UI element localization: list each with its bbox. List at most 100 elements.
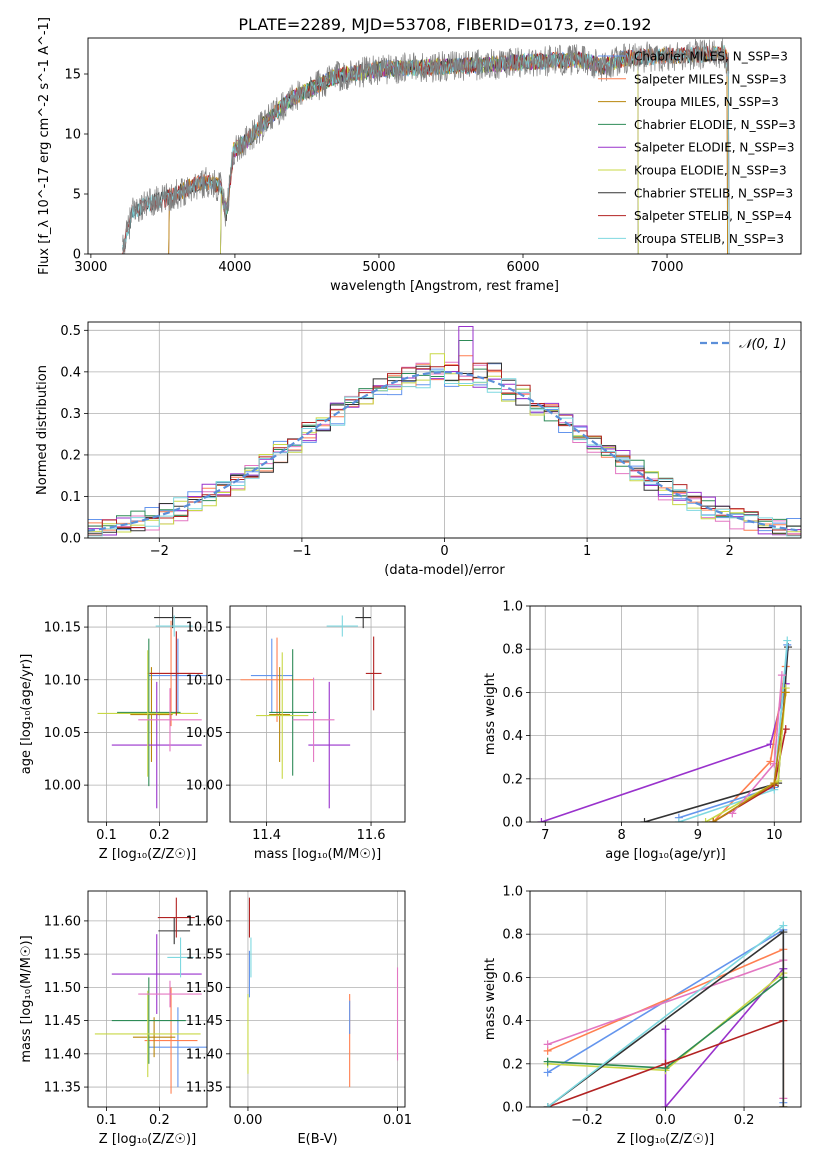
mass-weight-marker: [779, 921, 788, 930]
x-tick-label: 8: [617, 828, 625, 843]
y-tick-label: 0: [73, 248, 81, 263]
y-axis-label: mass [log₁₀(M/M☉)]: [19, 935, 34, 1062]
y-axis-label: mass weight: [483, 958, 498, 1040]
y-tick-label: 11.35: [44, 1081, 81, 1096]
error-bar-point: [148, 638, 207, 713]
y-tick-label: 11.60: [44, 914, 81, 929]
y-axis-label: Flux [f_λ 10^-17 erg cm^-2 s^-1 A^-1]: [37, 17, 52, 275]
legend-label: Kroupa ELODIE, N_SSP=3: [634, 164, 787, 178]
x-tick-label: 5000: [362, 260, 395, 275]
x-tick-label: 0: [440, 544, 448, 559]
y-tick-label: 11.50: [44, 981, 81, 996]
error-bar-point: [308, 681, 351, 809]
x-tick-label: 0.01: [383, 1113, 412, 1128]
error-bar-point: [157, 897, 195, 938]
mass-weight-marker: [543, 1057, 552, 1066]
error-bar-point: [130, 667, 173, 762]
x-tick-label: −2: [150, 544, 169, 559]
x-tick-label: 11.6: [357, 828, 386, 843]
legend: Chabrier MILES, N_SSP=3 Salpeter MILES, N…: [598, 50, 796, 246]
panel-mass-vs-ebv: 0.00 0.01 11.35 11.40 11.45 11.50 11.55 11.60 E(…: [186, 890, 412, 1147]
panel-spectrum: 3000 4000 5000 6000 7000 0 5 10 15 wavelength [An…: [37, 17, 802, 294]
mass-weight-marker: [674, 818, 683, 822]
plot-area-mass-vs-metallicity: [94, 897, 207, 1094]
y-tick-label: 0.8: [502, 643, 523, 658]
y-tick-label: 10.15: [44, 621, 81, 636]
model-spectrum-line: [220, 49, 639, 254]
y-tick-label: 0.2: [60, 448, 81, 463]
x-tick-label: 0.1: [96, 828, 117, 843]
error-bar-point: [149, 631, 203, 716]
mass-weight-marker: [661, 1103, 670, 1107]
x-tick-label: 7: [541, 828, 549, 843]
x-axis-label: mass [log₁₀(M/M☉)]: [254, 847, 381, 862]
legend-label: Chabrier STELIB, N_SSP=3: [634, 186, 793, 200]
error-bar-point: [240, 637, 314, 722]
gaussian-curve: [88, 371, 801, 532]
y-tick-label: 1.0: [502, 885, 523, 900]
error-bar-point: [132, 1017, 176, 1058]
mass-weight-line: [547, 924, 784, 1107]
y-tick-label: 10.00: [186, 779, 223, 794]
error-bar-point: [138, 688, 202, 752]
mass-weight-marker: [701, 818, 710, 822]
y-tick-label: 15: [64, 68, 81, 83]
legend-label: Chabrier MILES, N_SSP=3: [634, 50, 788, 64]
mass-weight-marker: [661, 1025, 670, 1034]
error-bar-point: [292, 677, 335, 762]
legend-label: Chabrier ELODIE, N_SSP=3: [634, 118, 796, 132]
legend-label: Salpeter MILES, N_SSP=3: [634, 72, 787, 86]
y-tick-label: 0.0: [502, 1101, 523, 1116]
error-bar-point: [167, 937, 194, 978]
y-tick-label: 10.10: [44, 673, 81, 688]
y-tick-label: 0.5: [60, 324, 81, 339]
y-tick-label: 10.05: [44, 726, 81, 741]
y-tick-label: 0.6: [502, 686, 523, 701]
x-axis-label: Z [log₁₀(Z/Z☉)]: [617, 1132, 714, 1147]
y-tick-label: 11.55: [186, 948, 223, 963]
legend-label: Kroupa STELIB, N_SSP=3: [634, 232, 784, 246]
y-tick-label: 11.40: [186, 1047, 223, 1062]
plot-area-mass-vs-ebv: [247, 897, 399, 1088]
x-axis-label: E(B-V): [297, 1132, 337, 1147]
x-axis-label: wavelength [Angstrom, rest frame]: [330, 279, 559, 294]
x-tick-label: 0.0: [655, 1113, 676, 1128]
plot-area-residuals: [88, 326, 801, 537]
y-axis-label: age [log₁₀(age/yr)]: [19, 654, 34, 775]
mass-weight-marker: [770, 779, 779, 788]
y-axis-label: Normed distribution: [35, 365, 50, 495]
plot-area-age-vs-metallicity: [97, 607, 207, 809]
x-axis-label: Z [log₁₀(Z/Z☉)]: [99, 1132, 196, 1147]
x-tick-label: 10: [766, 828, 783, 843]
y-axis-label: mass weight: [483, 673, 498, 755]
axes-frame: [529, 890, 802, 1108]
axes-frame: [87, 890, 208, 1108]
error-bar-point: [269, 667, 291, 762]
y-tick-label: 11.40: [44, 1047, 81, 1062]
legend-label: Salpeter ELODIE, N_SSP=3: [634, 141, 795, 155]
error-bar-point: [111, 977, 186, 1064]
model-spectrum-line: [220, 50, 639, 254]
y-tick-label: 10.05: [186, 726, 223, 741]
legend: 𝒩(0, 1): [700, 337, 786, 352]
x-tick-label: −1: [292, 544, 311, 559]
y-tick-label: 0.8: [502, 928, 523, 943]
error-bar-point: [326, 615, 358, 637]
error-bar-point: [144, 987, 198, 1094]
y-tick-label: 0.1: [60, 490, 81, 505]
panel-mass-weight-vs-age: 7 8 9 10 0.0 0.2 0.4 0.6 0.8 1.0 age [log₁₀(age/yr…: [483, 600, 802, 862]
axes-frame: [229, 605, 406, 823]
error-bar-point: [111, 934, 202, 1014]
y-tick-label: 10.00: [44, 779, 81, 794]
y-tick-label: 10.15: [186, 621, 223, 636]
legend-label: Salpeter STELIB, N_SSP=4: [634, 209, 792, 223]
y-tick-label: 11.60: [186, 914, 223, 929]
y-tick-label: 10.10: [186, 673, 223, 688]
x-tick-label: 6000: [506, 260, 539, 275]
y-tick-label: 11.55: [44, 948, 81, 963]
mass-weight-line: [644, 646, 789, 822]
error-bar-point: [269, 649, 317, 776]
y-tick-label: 10: [64, 128, 81, 143]
error-bar-point: [158, 917, 191, 945]
